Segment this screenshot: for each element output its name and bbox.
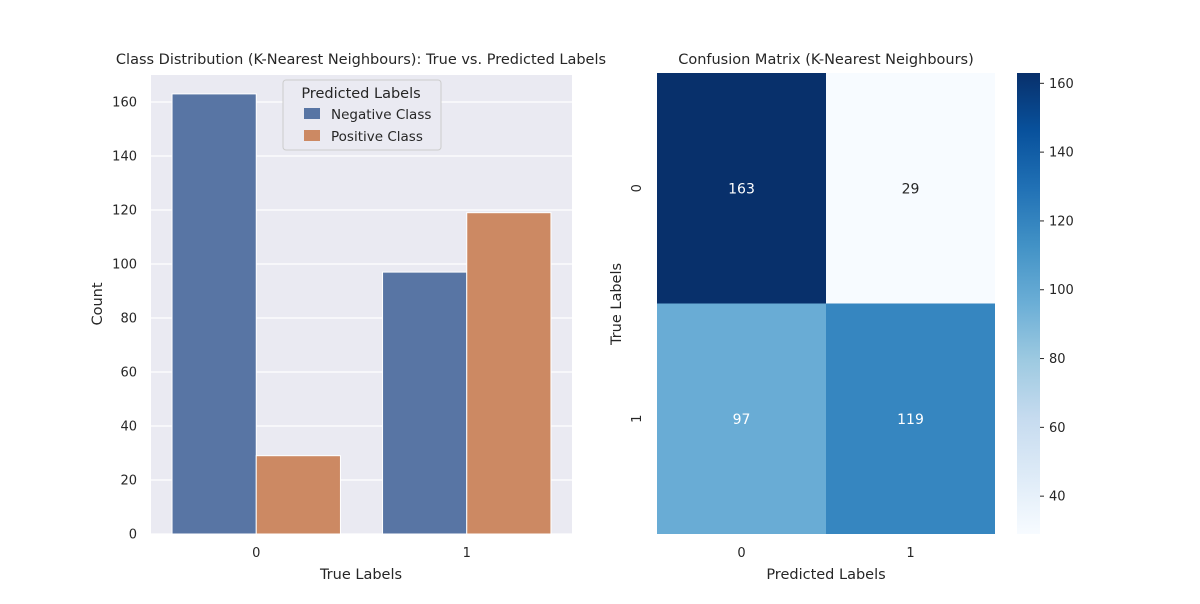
bar-chart-title: Class Distribution (K-Nearest Neighbours…	[116, 52, 606, 68]
bar	[255, 455, 341, 535]
legend-title: Predicted Labels	[301, 86, 420, 102]
bar-y-tick-label: 40	[120, 420, 137, 435]
heatmap-cell-value: 163	[728, 181, 755, 197]
bar-x-axis-label: True Labels	[319, 567, 402, 583]
bar-x-tick-label: 0	[252, 546, 260, 561]
bar-y-axis-label: Count	[90, 282, 106, 325]
heatmap-x-tick-label: 1	[906, 546, 914, 561]
colorbar-tick-label: 120	[1049, 214, 1074, 229]
bars	[171, 93, 552, 535]
bar-y-tick-label: 140	[112, 150, 137, 165]
colorbar-tick-label: 140	[1049, 146, 1074, 161]
legend-swatch-positive	[304, 130, 320, 141]
bar-chart: Class Distribution (K-Nearest Neighbours…	[90, 52, 606, 583]
colorbar-gradient	[1017, 73, 1040, 534]
bar	[466, 212, 552, 535]
heatmap-y-ticks: 01	[630, 184, 645, 423]
bar-y-tick-label: 80	[120, 312, 137, 327]
heatmap-y-tick-label: 0	[630, 184, 645, 192]
heatmap-chart: Confusion Matrix (K-Nearest Neighbours) …	[609, 52, 1074, 583]
heatmap-cell-value: 29	[902, 181, 920, 197]
bar-y-ticks: 0 20 40 60 80 100 120 140 160	[112, 96, 137, 543]
bar-y-tick-label: 160	[112, 96, 137, 111]
bar	[382, 271, 468, 535]
heatmap-cell	[657, 303, 826, 534]
legend-box	[282, 79, 442, 151]
colorbar: 40 60 80 100 120 140 160	[1017, 73, 1074, 534]
colorbar-tick-label: 100	[1049, 283, 1074, 298]
heatmap-x-axis-label: Predicted Labels	[766, 567, 885, 583]
heatmap-x-tick-label: 0	[737, 546, 745, 561]
heatmap-y-tick-label: 1	[630, 415, 645, 423]
bar-y-tick-label: 120	[112, 204, 137, 219]
heatmap-cell-value: 119	[897, 412, 924, 428]
legend-label-positive: Positive Class	[331, 129, 423, 145]
heatmap-cell	[657, 73, 826, 304]
heatmap-y-axis-label: True Labels	[609, 263, 625, 346]
heatmap-cell	[826, 303, 995, 534]
bar-y-tick-label: 0	[129, 528, 137, 543]
bar-y-tick-label: 20	[120, 474, 137, 489]
bar-x-tick-label: 1	[463, 546, 471, 561]
colorbar-tick-label: 160	[1049, 77, 1074, 92]
colorbar-ticks: 40 60 80 100 120 140 160	[1040, 77, 1074, 505]
heatmap-title: Confusion Matrix (K-Nearest Neighbours)	[678, 52, 974, 68]
colorbar-tick-label: 60	[1049, 421, 1066, 436]
heatmap-cells: 163 29 97 119	[657, 73, 995, 534]
legend-label-negative: Negative Class	[331, 107, 431, 123]
legend-swatch-negative	[304, 108, 320, 119]
colorbar-tick-label: 80	[1049, 352, 1066, 367]
colorbar-tick-label: 40	[1049, 490, 1066, 505]
heatmap-cell	[826, 73, 995, 304]
bar-y-tick-label: 60	[120, 366, 137, 381]
legend: Predicted Labels Negative Class Positive…	[282, 79, 442, 151]
bar	[171, 93, 257, 535]
heatmap-cell-value: 97	[733, 412, 751, 428]
bar-y-tick-label: 100	[112, 258, 137, 273]
